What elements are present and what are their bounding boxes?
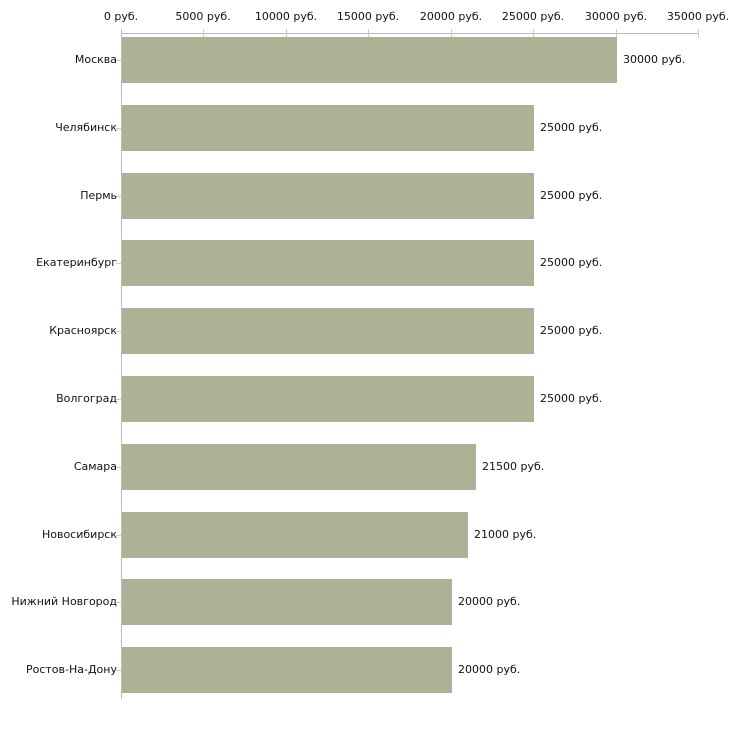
bar [122, 444, 476, 490]
x-axis-tick [286, 29, 287, 38]
x-axis-line [121, 33, 699, 34]
bar [122, 173, 534, 219]
x-axis-tick-label: 20000 руб. [419, 10, 483, 23]
category-label: Новосибирск [41, 528, 117, 541]
category-label: Нижний Новгород [11, 595, 117, 608]
x-axis-tick-label: 25000 руб. [501, 10, 565, 23]
bar [122, 37, 617, 83]
bar [122, 647, 452, 693]
y-axis-tick [116, 467, 121, 468]
category-label: Волгоград [56, 392, 117, 405]
value-label: 21000 руб. [474, 528, 537, 541]
bar [122, 105, 534, 151]
y-axis-tick [116, 196, 121, 197]
value-label: 25000 руб. [540, 392, 603, 405]
y-axis-tick [116, 535, 121, 536]
bar [122, 512, 468, 558]
category-label: Самара [73, 460, 117, 473]
value-label: 30000 руб. [623, 53, 686, 66]
x-axis-tick [451, 29, 452, 38]
y-axis-tick [116, 670, 121, 671]
x-axis-tick-label: 0 руб. [103, 10, 139, 23]
x-axis-tick [698, 29, 699, 38]
x-axis-tick [533, 29, 534, 38]
category-label: Москва [74, 53, 117, 66]
x-axis-tick-label: 30000 руб. [584, 10, 648, 23]
value-label: 25000 руб. [540, 256, 603, 269]
category-label: Екатеринбург [36, 256, 117, 269]
y-axis-line [121, 29, 122, 699]
category-label: Челябинск [55, 121, 117, 134]
value-label: 25000 руб. [540, 121, 603, 134]
y-axis-tick [116, 263, 121, 264]
value-label: 20000 руб. [458, 663, 521, 676]
y-axis-tick [116, 128, 121, 129]
category-label: Пермь [80, 189, 117, 202]
x-axis-tick [203, 29, 204, 38]
bar [122, 240, 534, 286]
value-label: 25000 руб. [540, 189, 603, 202]
x-axis-tick-label: 35000 руб. [666, 10, 730, 23]
x-axis-tick [368, 29, 369, 38]
category-label: Ростов-На-Дону [25, 663, 117, 676]
x-axis-tick-label: 5000 руб. [175, 10, 231, 23]
bar [122, 579, 452, 625]
y-axis-tick [116, 60, 121, 61]
y-axis-tick [116, 602, 121, 603]
y-axis-tick [116, 331, 121, 332]
category-label: Красноярск [49, 324, 117, 337]
x-axis-tick [616, 29, 617, 38]
value-label: 20000 руб. [458, 595, 521, 608]
x-axis-tick-label: 10000 руб. [254, 10, 318, 23]
value-label: 21500 руб. [482, 460, 545, 473]
value-label: 25000 руб. [540, 324, 603, 337]
y-axis-tick [116, 399, 121, 400]
bar [122, 308, 534, 354]
x-axis-tick-label: 15000 руб. [336, 10, 400, 23]
bar [122, 376, 534, 422]
